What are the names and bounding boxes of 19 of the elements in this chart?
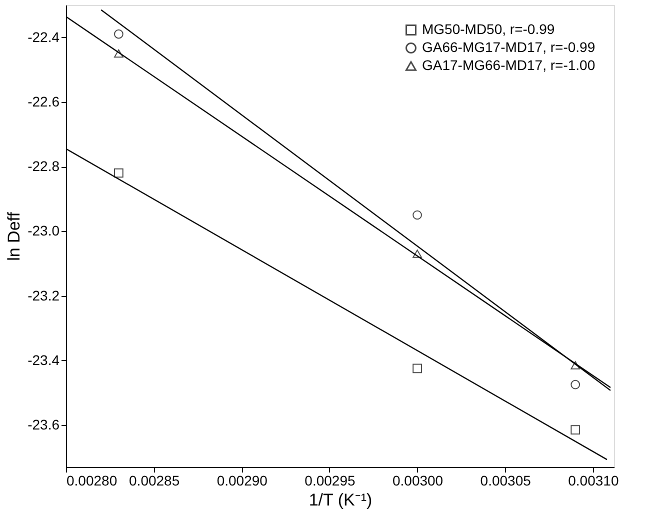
y-tick-label: -22.8: [28, 158, 60, 174]
y-tick-label: -23.0: [28, 222, 60, 239]
legend-label: GA66-MG17-MD17, r=-0.99: [422, 39, 596, 55]
y-tick-label: -23.2: [28, 287, 60, 304]
x-tick-label: 0.00310: [568, 472, 619, 488]
y-tick-label: -22.6: [28, 93, 60, 110]
x-axis-title: 1/T (K⁻¹): [308, 490, 372, 510]
x-tick-label: 0.00280: [66, 472, 118, 488]
legend-label: MG50-MD50, r=-0.99: [422, 21, 555, 37]
x-tick-label: 0.00295: [304, 472, 356, 488]
x-tick-label: 0.00290: [216, 472, 268, 488]
y-axis-title: ln Deff: [4, 212, 24, 261]
y-tick-label: -23.6: [28, 416, 60, 432]
legend-label: GA17-MG66-MD17, r=-1.00: [422, 57, 596, 73]
x-tick-label: 0.00300: [392, 472, 444, 488]
x-tick-label: 0.00285: [129, 472, 180, 488]
y-tick-label: -23.4: [28, 352, 60, 368]
y-tick-label: -22.4: [28, 28, 60, 45]
x-tick-label: 0.00305: [480, 472, 532, 488]
